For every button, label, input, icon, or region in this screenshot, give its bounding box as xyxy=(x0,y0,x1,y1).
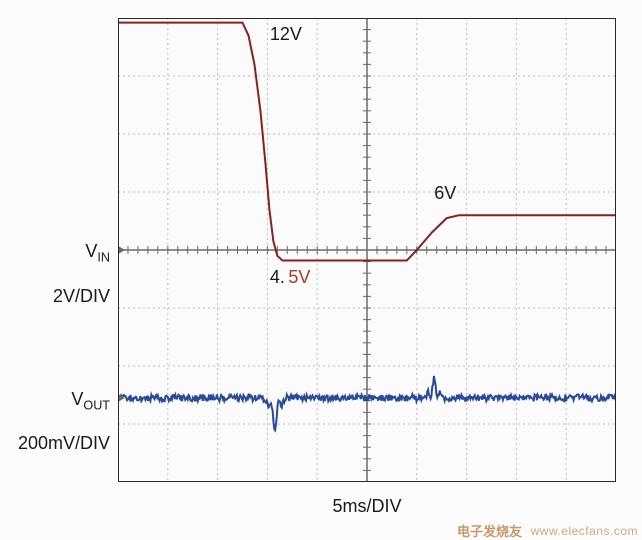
vout-symbol: VOUT xyxy=(71,389,110,409)
scope-screenshot: { "plot": { "type": "line", "x_px": 118,… xyxy=(0,0,642,540)
ch1-label-line2: 2V/DIV xyxy=(0,286,110,307)
timebase-label: 5ms/DIV xyxy=(118,496,616,517)
annotation-v4_5_a: 4. xyxy=(270,267,285,288)
ch1-label-block: VIN 2V/DIV xyxy=(0,220,110,307)
annotation-v4_5_b: 5V xyxy=(288,267,310,288)
annotation-v12: 12V xyxy=(270,24,302,45)
scope-svg xyxy=(118,18,616,482)
ch2-label-block: VOUT 200mV/DIV xyxy=(0,368,110,455)
ch2-label-line1: VOUT xyxy=(0,368,110,434)
ch1-label-line1: VIN xyxy=(0,220,110,286)
oscilloscope-plot xyxy=(118,18,616,482)
ch2-label-line2: 200mV/DIV xyxy=(0,433,110,454)
vin-symbol: VIN xyxy=(85,241,110,261)
watermark-logo: 电子发烧友 xyxy=(457,521,522,540)
annotation-v6: 6V xyxy=(434,183,456,204)
watermark-url: www.elecfans.com xyxy=(531,524,638,538)
